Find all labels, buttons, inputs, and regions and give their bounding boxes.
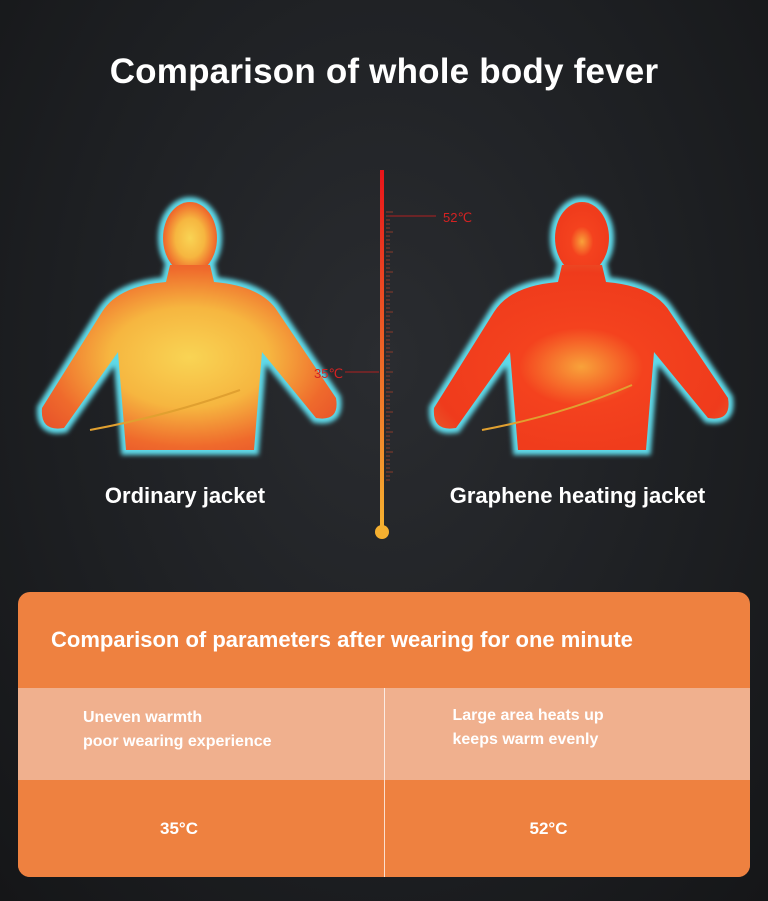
description-line: poor wearing experience: [83, 733, 272, 750]
description-line: keeps warm evenly: [452, 731, 599, 748]
high-temp-marker: 52℃: [443, 210, 472, 225]
ordinary-jacket-label: Ordinary jacket: [104, 483, 266, 508]
heating-wire: [89, 389, 241, 431]
comparison-panel: Comparison of parameters after wearing f…: [18, 592, 750, 877]
graphene-jacket-figure: [434, 202, 729, 450]
ordinary-description: Uneven warmth poor wearing experience: [18, 688, 384, 780]
graphene-description: Large area heats up keeps warm evenly: [383, 688, 751, 780]
temperature-row: 35°C 52°C: [18, 780, 750, 877]
page-title: Comparison of whole body fever: [109, 52, 659, 91]
graphene-jacket-label: Graphene heating jacket: [449, 483, 706, 508]
panel-heading: Comparison of parameters after wearing f…: [51, 627, 633, 652]
graphene-temperature: 52°C: [529, 818, 568, 838]
body-heat-comparison-graphic: 52℃ 35℃: [0, 170, 768, 539]
ordinary-jacket-figure: [42, 202, 337, 450]
heating-wire: [481, 384, 633, 431]
low-temp-marker: 35℃: [314, 366, 343, 381]
ordinary-temperature: 35°C: [160, 818, 198, 838]
thermometer: 52℃ 35℃: [314, 170, 472, 539]
description-row: Uneven warmth poor wearing experience Lar…: [18, 688, 750, 780]
description-line: Uneven warmth: [83, 709, 203, 726]
description-line: Large area heats up: [452, 707, 604, 724]
